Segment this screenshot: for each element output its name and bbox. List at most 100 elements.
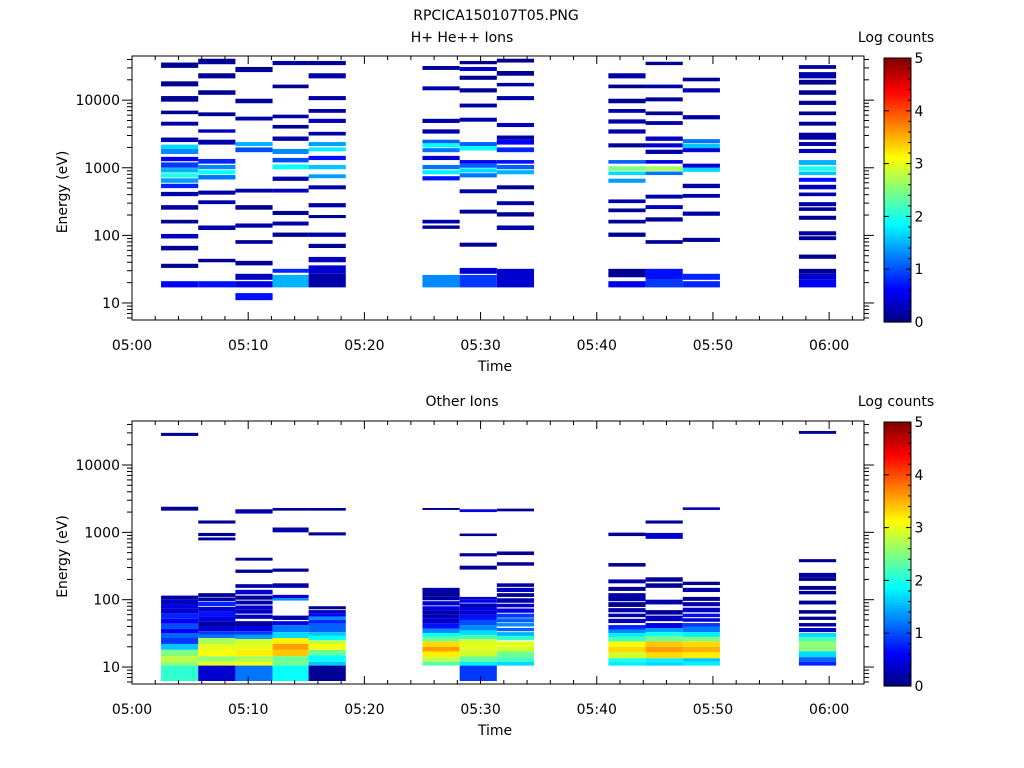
heatmap-cell [161, 608, 199, 614]
heatmap-cell [459, 630, 497, 635]
colorbar-segment [884, 66, 911, 69]
heatmap-cell [645, 121, 683, 125]
x-tick-label: 05:30 [460, 338, 500, 354]
heatmap-cell [235, 66, 273, 73]
heatmap-cell [496, 635, 535, 641]
colorbar-segment [884, 426, 911, 429]
x-tick-label: 05:00 [112, 338, 152, 354]
heatmap-cell [198, 73, 236, 79]
colorbar-segment [884, 673, 911, 677]
heatmap-cell [798, 646, 837, 652]
heatmap-cell [235, 205, 273, 210]
colorbar-segment [884, 233, 911, 236]
heatmap-cell [798, 72, 837, 79]
colorbar-segment [884, 258, 911, 261]
heatmap-cell [272, 124, 309, 129]
heatmap-cell [496, 598, 535, 603]
heatmap-cell [235, 260, 273, 266]
heatmap-cell [459, 565, 497, 570]
colorbar-segment [884, 289, 911, 292]
heatmap-cell [798, 231, 837, 236]
heatmap-cell [235, 626, 273, 632]
heatmap-cell [198, 661, 236, 666]
colorbar-segment [884, 245, 911, 249]
heatmap-cell [308, 96, 346, 101]
page-title: RPCICA150107T05.PNG [413, 8, 578, 24]
heatmap-cell [608, 593, 646, 602]
heatmap-cell [198, 90, 236, 95]
heatmap-cell [272, 615, 309, 620]
heatmap-cell [682, 143, 720, 149]
colorbar-segment [884, 124, 911, 127]
colorbar-segment [884, 584, 911, 588]
heatmap-cell [235, 273, 273, 280]
heatmap-cell [308, 215, 346, 219]
heatmap-cell [161, 121, 199, 126]
heatmap-cell [645, 520, 683, 524]
heatmap-cell [422, 651, 460, 658]
heatmap-cell [272, 268, 309, 273]
heatmap-cell [272, 60, 309, 66]
heatmap-cell [308, 606, 346, 610]
colorbar-segment [884, 179, 911, 183]
colorbar-segment [884, 297, 911, 300]
heatmap-cell [161, 96, 199, 102]
colorbar-segment [884, 307, 911, 311]
colorbar-segment [884, 134, 911, 137]
x-tick-label: 06:00 [809, 702, 849, 718]
heatmap-cell [496, 627, 535, 632]
heatmap-cell [682, 148, 720, 153]
heatmap-cell [161, 245, 199, 251]
colorbar-segment [884, 86, 911, 90]
colorbar-segment [884, 305, 911, 309]
heatmap-cell [459, 142, 497, 146]
colorbar-tick-label: 5 [915, 415, 924, 431]
colorbar-label: Log counts [858, 394, 934, 410]
heatmap-cell [645, 61, 683, 66]
heatmap-cell [161, 643, 199, 650]
heatmap-cell [798, 132, 837, 140]
heatmap-cell [645, 658, 683, 662]
y-tick-label: 10 [102, 660, 120, 676]
y-tick-label: 100 [93, 593, 120, 609]
heatmap-cell [308, 632, 346, 636]
colorbar-segment [884, 64, 911, 67]
colorbar-segment [884, 624, 911, 627]
colorbar-segment [884, 481, 911, 485]
heatmap-cell [198, 190, 236, 195]
heatmap-cell [496, 603, 535, 608]
heatmap-cell [496, 96, 535, 101]
heatmap-cell [608, 613, 646, 618]
colorbar-segment [884, 617, 911, 621]
colorbar-segment [884, 648, 911, 652]
heatmap-cell [645, 97, 683, 102]
colorbar-segment [884, 595, 911, 598]
heatmap-cell [161, 263, 199, 268]
heatmap-cell [198, 626, 236, 632]
colorbar-segment [884, 591, 911, 594]
colorbar-segment [884, 272, 911, 276]
heatmap-cell [798, 177, 837, 182]
colorbar-segment [884, 274, 911, 278]
x-tick-label: 05:40 [577, 338, 617, 354]
heatmap-cell [308, 655, 346, 662]
colorbar-segment [884, 601, 911, 605]
colorbar-segment [884, 679, 911, 683]
heatmap-cell [608, 618, 646, 624]
colorbar-segment [884, 436, 911, 440]
colorbar-segment [884, 669, 911, 673]
heatmap-cell [645, 641, 683, 647]
heatmap-cell [422, 507, 460, 510]
heatmap-cell [608, 641, 646, 647]
colorbar-segment [884, 432, 911, 435]
heatmap-cell [308, 147, 346, 152]
heatmap-cell [308, 627, 346, 633]
colorbar-segment [884, 301, 911, 305]
heatmap-cell [272, 136, 309, 141]
heatmap-cell [422, 587, 460, 593]
x-tick-label: 05:50 [693, 702, 733, 718]
heatmap-cell [198, 200, 236, 205]
heatmap-cell [459, 209, 497, 214]
heatmap-cell [272, 632, 309, 638]
colorbar-segment [884, 88, 911, 92]
